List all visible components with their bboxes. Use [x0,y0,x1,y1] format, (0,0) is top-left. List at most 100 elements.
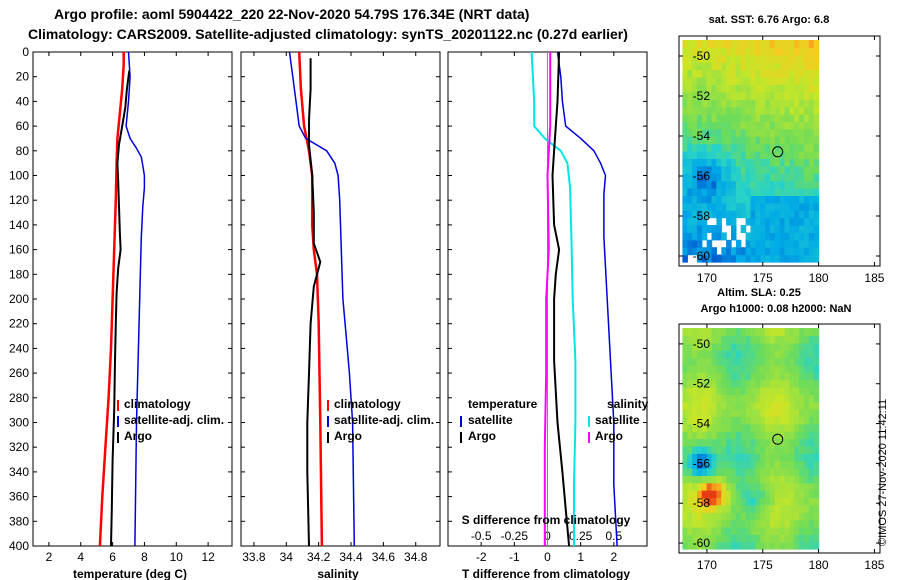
map-cell [794,114,800,122]
x-tick-label: 175 [753,271,773,285]
map-cell [711,512,717,521]
map-cell [794,180,800,189]
map-cell [682,217,688,226]
map-cell [731,453,737,462]
map-cell [808,136,815,145]
map-cell [779,143,786,152]
map-cell [687,173,693,182]
map-cell [789,239,795,248]
map-cell [769,342,776,351]
map-cell [692,210,698,219]
map-cell [813,497,820,506]
map-cell [755,372,761,381]
map-cell [804,254,810,263]
map-cell [769,423,776,432]
map-cell [799,77,805,85]
map-cell [745,180,752,189]
map-cell [682,91,688,100]
map-cell [716,526,722,535]
map-cell [769,534,776,543]
map-cell [711,99,717,108]
map-cell [755,188,761,196]
map-cell [716,431,722,440]
map-cell [789,431,795,440]
map-cell [789,136,795,145]
map-cell [799,512,805,521]
map-cell [804,62,810,71]
map-cell [755,195,761,204]
map-cell [687,247,693,256]
map-cell [745,47,752,56]
map-cell [721,342,727,351]
map-cell [687,504,693,513]
map-cell [735,453,742,462]
map-cell [804,225,810,233]
map-cell [682,151,688,159]
x-tick-label: 0 [544,550,551,564]
map-cell [784,468,790,476]
x-tick-label: -1 [509,550,520,564]
map-cell [813,173,820,182]
legend-swatch-satellite [117,416,119,427]
map-cell [765,121,771,130]
map-cell [701,151,708,159]
map-cell [789,386,795,395]
map-cell [789,519,795,528]
map-cell [769,394,776,403]
map-cell [789,62,795,71]
map-cell [721,40,727,48]
map-cell [779,394,786,403]
map-cell [740,114,747,122]
map-cell [779,239,786,248]
map-cell [804,114,810,122]
sla-map-panel: Altim. SLA: 0.25 Argo h1000: 0.08 h2000:… [678,287,885,572]
map-cell [769,386,776,395]
map-cell [721,512,727,521]
map-cell [735,504,742,513]
map-cell [740,225,747,233]
x-tick-label: 170 [697,271,717,285]
map-cell [682,239,688,248]
map-cell [789,84,795,93]
map-cell [799,519,805,528]
map-cell [755,497,761,506]
map-cell [789,490,795,499]
map-cell [731,386,737,395]
legend-label-climatology: climatology [124,397,191,411]
map-cell [789,328,795,336]
map-cell [701,394,708,403]
map-cell [696,490,703,499]
map-cell [769,401,776,410]
map-cell [682,69,688,78]
map-cell [696,143,703,152]
map-cell [745,202,752,211]
map-cell [682,77,688,85]
map-cell [696,136,703,145]
map-cell [745,401,752,410]
map-cell [779,416,786,425]
map-cell [692,460,698,469]
map-cell [740,247,747,256]
map-cell [696,379,703,388]
map-cell [735,350,742,359]
map-cell [706,136,713,145]
map-cell [706,460,713,469]
map-cell [687,47,693,56]
map-cell [755,526,761,535]
map-cell [740,210,747,219]
map-cell [682,372,688,381]
map-cell [740,386,747,395]
map-cell [711,445,717,454]
map-cell [687,99,693,108]
map-cell [735,401,742,410]
map-cell [701,453,708,462]
map-cell [804,232,810,241]
map-cell [716,438,722,447]
map-cell [726,143,732,152]
map-cell [813,188,820,196]
map-cell [716,386,722,395]
map-cell [799,379,805,388]
legend-label-t-argo: Argo [468,429,496,443]
map-cell [779,409,786,417]
